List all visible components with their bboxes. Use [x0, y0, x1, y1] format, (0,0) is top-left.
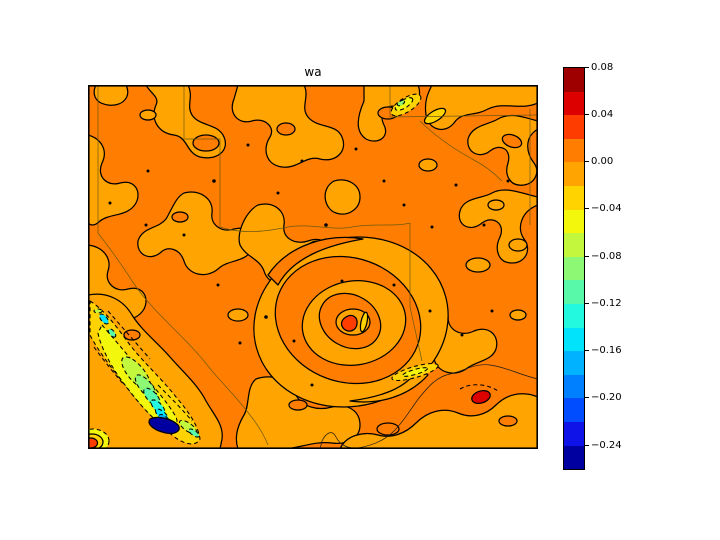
colorbar-tick: [585, 161, 589, 162]
colorbar-band: [564, 327, 584, 352]
colorbar-tick-label: −0.08: [591, 250, 622, 262]
colorbar-band: [564, 398, 584, 422]
colorbar-band: [564, 233, 584, 257]
negative-anomaly-topright: [390, 93, 447, 125]
colorbar-band: [564, 351, 584, 375]
colorbar-tick: [585, 66, 589, 68]
contour-specks: [108, 143, 510, 387]
colorbar-band: [564, 162, 584, 186]
colorbar-band: [564, 303, 584, 328]
colorbar-tick: [585, 113, 589, 115]
colorbar-tick-label: −0.24: [591, 439, 622, 451]
colorbar-tick-label: −0.04: [591, 203, 622, 215]
coastline: [319, 364, 538, 449]
colorbar-tick: [585, 397, 589, 399]
colorbar-band: [564, 374, 584, 399]
colorbar-tick-label: −0.12: [591, 297, 622, 309]
corner-positive-spot: [88, 428, 110, 449]
colorbar-tick-label: 0.04: [591, 108, 614, 120]
colorbar-band: [564, 115, 584, 139]
colorbar-band: [564, 91, 584, 116]
positive-anomaly-bottomright: [391, 363, 499, 405]
colorbar: [563, 67, 585, 470]
plot-title: wa: [304, 65, 322, 79]
colorbar-tick: [585, 302, 589, 304]
colorbar-tick: [585, 444, 589, 446]
colorbar-tick-label: −0.20: [591, 392, 622, 404]
colorbar-tick: [585, 350, 589, 351]
colorbar-band: [564, 256, 584, 281]
colorbar-band: [564, 280, 584, 304]
colorbar-tick: [585, 255, 589, 257]
map-border: [88, 85, 538, 449]
colorbar-tick-label: 0.00: [591, 156, 614, 167]
colorbar-band: [564, 421, 584, 446]
colorbar-tick: [585, 208, 589, 210]
colorbar-tick-label: 0.08: [591, 61, 614, 73]
vortex-spiral: [253, 236, 449, 408]
colorbar-band: [564, 138, 584, 163]
dark-contour-holes: [123, 106, 523, 436]
colorbar-band: [564, 68, 584, 92]
state-boundaries: [97, 85, 538, 446]
colorbar-band: [564, 445, 584, 470]
mountain-wave-train: [89, 300, 201, 445]
colorbar-tick-label: −0.16: [591, 345, 622, 356]
colorbar-band: [564, 209, 584, 234]
colorbar-band: [564, 185, 584, 210]
contour-map: [88, 85, 538, 449]
